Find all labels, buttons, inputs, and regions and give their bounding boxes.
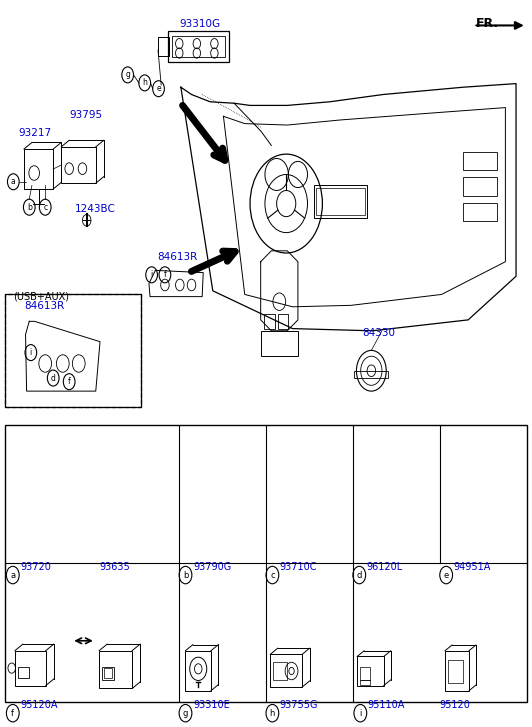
Text: 84330: 84330 (362, 328, 395, 338)
Bar (261, 331, 298, 356)
Text: f: f (68, 377, 71, 386)
Text: d: d (51, 374, 56, 382)
Bar (99, 651, 132, 688)
Text: f: f (163, 270, 167, 279)
Bar (102, 667, 114, 680)
Text: 93310E: 93310E (193, 700, 230, 710)
Bar (360, 667, 370, 680)
Bar (270, 654, 302, 687)
Bar (24, 149, 53, 189)
Text: 95120A: 95120A (20, 700, 57, 710)
Bar (172, 36, 225, 57)
Text: 93790G: 93790G (193, 562, 231, 572)
Bar (5, 294, 141, 407)
Text: b: b (183, 571, 188, 579)
Text: i: i (359, 709, 362, 718)
Text: 96120L: 96120L (367, 562, 403, 572)
Text: 84613R: 84613R (24, 301, 64, 311)
Text: g: g (183, 709, 188, 718)
Text: 93720: 93720 (20, 562, 51, 572)
Text: c: c (270, 571, 275, 579)
Bar (158, 37, 169, 56)
Text: b: b (27, 203, 32, 212)
Bar (360, 680, 370, 685)
Bar (448, 660, 463, 683)
Text: 84613R: 84613R (157, 252, 197, 262)
Text: 93755G: 93755G (280, 700, 318, 710)
Text: h: h (142, 79, 147, 87)
Bar (463, 152, 497, 170)
Text: i: i (30, 348, 32, 357)
Bar (463, 177, 497, 196)
Text: 1243BC: 1243BC (74, 204, 115, 214)
Text: c: c (43, 203, 47, 212)
Text: d: d (356, 571, 362, 579)
Text: 94951A: 94951A (454, 562, 491, 572)
Bar (186, 651, 211, 691)
Bar (316, 188, 365, 215)
Bar (273, 662, 287, 680)
Bar (61, 147, 96, 183)
Bar (278, 314, 288, 329)
Bar (354, 371, 388, 378)
Text: g: g (125, 71, 130, 79)
Text: 93710C: 93710C (280, 562, 317, 572)
Text: 95120: 95120 (440, 700, 471, 710)
Text: i: i (151, 270, 153, 279)
Text: 93635: 93635 (99, 562, 130, 572)
Text: 95110A: 95110A (368, 700, 405, 710)
Bar (264, 314, 275, 329)
Bar (15, 651, 46, 686)
Bar (168, 31, 229, 62)
Bar (18, 667, 29, 678)
Bar (463, 203, 497, 221)
Text: a: a (10, 571, 15, 579)
Text: 93310G: 93310G (179, 19, 220, 29)
Text: FR.: FR. (476, 17, 499, 30)
Bar (104, 668, 112, 678)
Text: 93795: 93795 (69, 110, 102, 120)
Bar (357, 656, 384, 686)
Text: h: h (270, 709, 275, 718)
Text: e: e (156, 84, 161, 93)
Bar (5, 425, 527, 702)
Text: e: e (444, 571, 449, 579)
Text: f: f (11, 709, 14, 718)
Bar (445, 651, 469, 691)
Bar (5, 294, 141, 407)
Bar (314, 185, 367, 218)
Text: a: a (11, 177, 15, 186)
Text: 93217: 93217 (19, 128, 52, 138)
Text: (USB+AUX): (USB+AUX) (13, 292, 69, 302)
